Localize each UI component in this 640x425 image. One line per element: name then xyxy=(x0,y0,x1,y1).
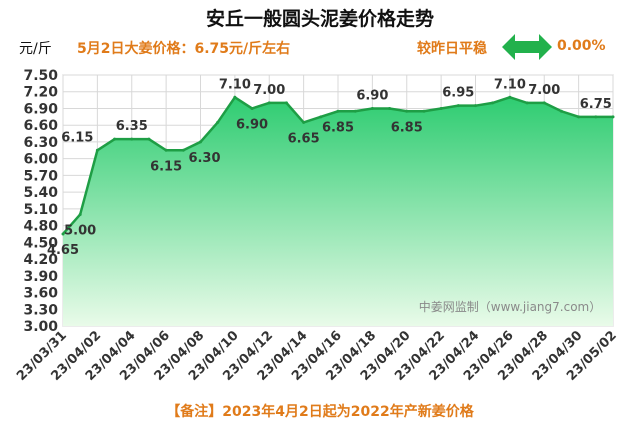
data-point xyxy=(353,109,357,113)
data-point xyxy=(456,104,460,108)
data-point xyxy=(250,106,254,110)
data-label: 6.15 xyxy=(150,159,182,174)
data-point xyxy=(147,137,151,141)
data-point xyxy=(233,95,237,99)
data-label: 6.75 xyxy=(580,97,612,112)
data-point xyxy=(319,115,323,119)
data-point xyxy=(508,95,512,99)
y-tick-label: 4.80 xyxy=(23,219,58,235)
data-point xyxy=(336,109,340,113)
compare-value: 0.00% xyxy=(557,38,606,54)
data-label: 6.95 xyxy=(442,86,474,101)
y-tick-label: 3.60 xyxy=(23,286,58,302)
data-point xyxy=(164,148,168,152)
data-label: 7.10 xyxy=(219,77,251,92)
y-tick-label: 5.40 xyxy=(23,185,58,201)
watermark: 中姜网监制（www.jiang7.com） xyxy=(419,299,601,314)
data-point xyxy=(422,109,426,113)
data-point xyxy=(370,106,374,110)
y-tick-label: 6.90 xyxy=(23,101,58,117)
chart-title: 安丘一般圆头泥姜价格走势 xyxy=(205,8,434,30)
data-label: 6.85 xyxy=(322,120,354,135)
data-point xyxy=(491,101,495,105)
data-point xyxy=(577,115,581,119)
data-label: 6.90 xyxy=(356,88,388,103)
y-tick-label: 7.50 xyxy=(23,68,58,84)
data-point xyxy=(216,120,220,124)
y-tick-label: 6.00 xyxy=(23,152,58,168)
data-point xyxy=(95,148,99,152)
y-tick-label: 3.90 xyxy=(23,269,58,285)
y-tick-label: 4.50 xyxy=(23,235,58,251)
y-tick-label: 6.60 xyxy=(23,118,58,134)
y-tick-label: 5.70 xyxy=(23,168,58,184)
y-tick-label: 3.00 xyxy=(23,319,58,335)
footer-note: 【备注】2023年4月2日起为2022年产新姜价格 xyxy=(166,404,474,420)
y-tick-label: 7.20 xyxy=(23,85,58,101)
data-point xyxy=(474,104,477,108)
data-point xyxy=(542,101,546,105)
data-label: 6.15 xyxy=(61,130,93,145)
data-label: 6.85 xyxy=(391,120,423,135)
compare-label: 较昨日平稳 xyxy=(417,41,487,57)
unit-label: 元/斤 xyxy=(19,41,52,57)
y-tick-label: 5.10 xyxy=(23,202,58,218)
double-arrow-icon xyxy=(502,34,552,60)
data-point xyxy=(267,101,271,105)
data-point xyxy=(388,106,392,110)
data-label: 6.30 xyxy=(188,151,220,166)
data-label: 6.90 xyxy=(236,117,268,132)
y-tick-label: 4.20 xyxy=(23,252,58,268)
data-point xyxy=(78,212,82,216)
data-point xyxy=(559,109,563,113)
data-point xyxy=(130,137,134,141)
data-point xyxy=(611,115,615,119)
data-point xyxy=(439,106,443,110)
data-label: 6.65 xyxy=(288,131,320,146)
series-area xyxy=(63,97,613,326)
data-point xyxy=(181,148,185,152)
data-point xyxy=(405,109,409,113)
data-point xyxy=(525,101,529,105)
data-label: 7.00 xyxy=(253,83,285,98)
data-point xyxy=(284,101,288,105)
data-point xyxy=(61,232,65,236)
y-tick-label: 6.30 xyxy=(23,135,58,151)
data-label: 5.00 xyxy=(64,223,96,238)
data-point xyxy=(199,140,202,144)
data-point xyxy=(113,137,117,141)
price-note: 5月2日大姜价格：6.75元/斤左右 xyxy=(77,41,291,57)
data-label: 4.65 xyxy=(47,243,79,258)
data-point xyxy=(594,115,598,119)
data-point xyxy=(302,120,306,124)
data-label: 7.00 xyxy=(528,83,560,98)
y-tick-label: 3.30 xyxy=(23,302,58,318)
data-label: 7.10 xyxy=(494,77,526,92)
data-label: 6.35 xyxy=(116,119,148,134)
